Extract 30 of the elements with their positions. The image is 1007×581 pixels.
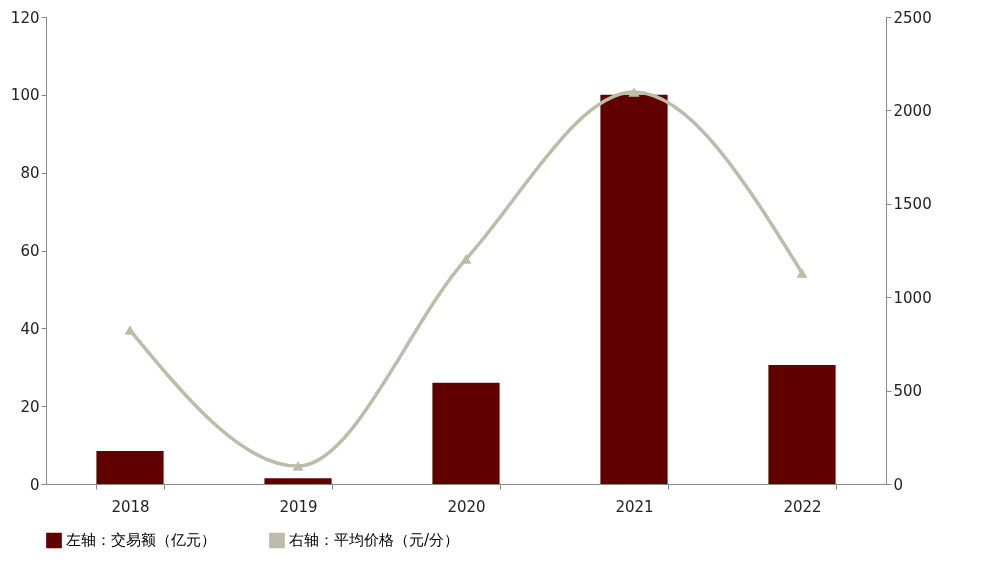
bar (264, 478, 332, 484)
point (628, 87, 640, 97)
y-tick-label: 40 (20, 319, 40, 338)
point (796, 268, 808, 278)
y-tick-label: 0 (29, 475, 40, 494)
y2-tick-label: 2000 (893, 101, 932, 120)
legend-label: 左轴：交易额（亿元） (66, 531, 216, 550)
point (292, 461, 304, 471)
y-tick-label: 100 (10, 86, 40, 105)
x-tick-label: 2020 (447, 497, 486, 516)
x-tick-label: 2022 (783, 497, 822, 516)
y2-tick-label: 500 (893, 382, 923, 401)
y-tick-label: 120 (10, 8, 40, 27)
y-tick-label: 80 (20, 164, 40, 183)
bar (600, 94, 668, 484)
y2-tick-label: 0 (893, 475, 904, 494)
point (460, 254, 472, 264)
legend-label: 右轴：平均价格（元/分） (289, 531, 460, 550)
y2-tick-label: 1000 (893, 288, 932, 307)
bar (432, 382, 500, 484)
y-tick-label: 20 (20, 397, 40, 416)
bar (96, 450, 164, 484)
bar (768, 364, 836, 484)
x-tick-label: 2019 (279, 497, 318, 516)
x-tick-label: 2018 (111, 497, 150, 516)
point (124, 325, 136, 335)
y2-tick-label: 1500 (893, 195, 932, 214)
y2-tick-label: 2500 (893, 8, 932, 27)
y-tick-label: 60 (20, 242, 40, 260)
x-tick-label: 2021 (615, 497, 654, 516)
